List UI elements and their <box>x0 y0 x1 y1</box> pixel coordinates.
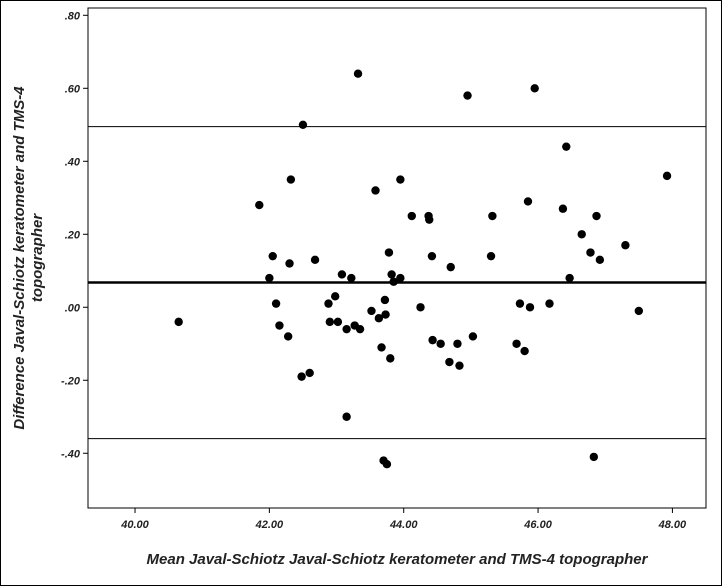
data-point <box>428 335 437 345</box>
data-point <box>387 270 396 279</box>
data-point <box>333 317 343 327</box>
data-point <box>353 69 363 78</box>
data-point <box>374 314 384 323</box>
data-point <box>389 277 398 286</box>
data-point <box>523 197 533 206</box>
plot-area <box>87 7 707 509</box>
x-axis-label: Mean Javal-Schiotz Javal-Schiotz keratom… <box>147 551 649 568</box>
data-point <box>268 251 277 261</box>
data-point <box>463 91 472 100</box>
data-point <box>396 175 405 184</box>
data-points <box>174 69 672 469</box>
data-point <box>286 175 296 184</box>
data-point <box>255 200 264 210</box>
data-point <box>488 211 497 221</box>
data-point <box>525 303 535 312</box>
data-point <box>380 295 390 305</box>
x-tick-label: 40.00 <box>120 519 149 531</box>
y-tick-label: .00 <box>65 302 81 314</box>
x-axis: 40.00 42.00 44.00 46.00 48.00 <box>120 508 687 531</box>
y-tick-label: .20 <box>65 229 81 241</box>
data-point <box>355 324 365 334</box>
x-tick-label: 42.00 <box>255 519 284 531</box>
y-tick-label: -.20 <box>61 375 81 387</box>
data-point <box>271 299 281 308</box>
data-point <box>384 248 394 257</box>
y-axis-label-line-1: Difference Javal-Schiotz keratometer and… <box>11 86 28 430</box>
data-point <box>586 248 595 257</box>
data-point <box>297 372 306 381</box>
x-tick-label: 46.00 <box>523 519 552 531</box>
data-point <box>416 303 425 312</box>
data-point <box>486 251 496 261</box>
data-point <box>275 321 284 330</box>
data-point <box>558 204 568 213</box>
x-tick-label: 48.00 <box>658 519 687 531</box>
data-point <box>174 317 183 327</box>
data-point <box>381 310 390 319</box>
data-point <box>468 332 478 341</box>
y-axis-label-line-2: topographer <box>29 213 46 302</box>
data-point <box>589 452 599 462</box>
data-point <box>455 361 464 370</box>
data-point <box>520 346 529 356</box>
data-point <box>283 332 293 341</box>
data-point <box>512 339 521 348</box>
data-point <box>325 317 335 327</box>
data-point <box>310 255 320 265</box>
data-point <box>298 120 308 129</box>
data-point <box>446 262 455 272</box>
y-tick-label: -.40 <box>61 448 81 460</box>
data-point <box>592 211 601 221</box>
data-point <box>331 292 340 301</box>
data-point <box>515 299 525 308</box>
x-tick-label: 44.00 <box>389 519 418 531</box>
data-point <box>453 339 462 348</box>
data-point <box>371 186 380 195</box>
data-point <box>662 171 672 181</box>
data-point <box>324 299 333 308</box>
data-point <box>377 343 386 352</box>
data-point <box>386 354 395 363</box>
data-point <box>285 259 294 268</box>
data-point <box>595 255 605 265</box>
data-point <box>342 324 351 334</box>
data-point <box>347 273 356 283</box>
data-point <box>621 241 630 250</box>
y-tick-label: .40 <box>65 156 81 168</box>
data-point <box>565 273 574 283</box>
data-point <box>562 142 571 151</box>
data-point <box>382 460 392 469</box>
data-point <box>342 412 351 421</box>
data-point <box>305 368 314 378</box>
data-point <box>427 251 437 261</box>
data-point <box>445 357 454 367</box>
y-tick-label: .80 <box>65 10 81 22</box>
data-point <box>337 270 347 279</box>
data-point <box>367 306 376 316</box>
y-axis: .80 .60 .40 .20 .00 -.20 -.40 <box>61 10 88 460</box>
data-point <box>436 339 445 348</box>
data-point <box>634 306 644 316</box>
data-point <box>396 273 405 283</box>
y-axis-label: Difference Javal-Schiotz keratometer and… <box>11 86 46 430</box>
data-point <box>545 299 554 308</box>
data-point <box>425 215 434 224</box>
y-tick-label: .60 <box>65 83 81 95</box>
data-point <box>265 273 274 283</box>
data-point <box>407 211 416 221</box>
data-point <box>530 84 539 93</box>
data-point <box>577 230 586 239</box>
